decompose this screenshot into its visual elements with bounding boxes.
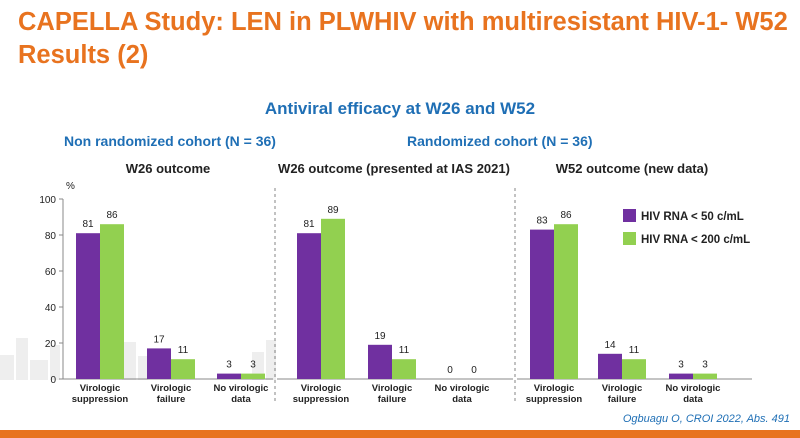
bar bbox=[171, 359, 195, 379]
category-label: suppression bbox=[293, 394, 350, 405]
category-label: suppression bbox=[72, 394, 129, 405]
data-label: 11 bbox=[399, 345, 410, 356]
bar bbox=[147, 348, 171, 379]
panel-title-w26: W26 outcome bbox=[125, 161, 211, 176]
panel-title-w26-ias: W26 outcome (presented at IAS 2021) bbox=[278, 161, 510, 176]
y-tick-label: 0 bbox=[50, 375, 56, 386]
category-label: Virologic bbox=[80, 383, 120, 394]
legend: HIV RNA < 50 c/mL HIV RNA < 200 c/mL bbox=[623, 209, 750, 246]
cohort-label-non-randomized: Non randomized cohort (N = 36) bbox=[64, 133, 276, 149]
y-tick-label: 60 bbox=[45, 267, 57, 278]
legend-label-series-1: HIV RNA < 50 c/mL bbox=[641, 211, 744, 223]
bar bbox=[297, 233, 321, 379]
bar bbox=[622, 359, 646, 379]
bar bbox=[598, 353, 622, 379]
bar bbox=[392, 359, 416, 379]
data-label: 89 bbox=[327, 205, 339, 216]
category-label: failure bbox=[608, 394, 637, 405]
data-label: 0 bbox=[471, 365, 477, 376]
y-tick-label: 80 bbox=[45, 231, 57, 242]
reference-citation: Ogbuagu O, CROI 2022, Abs. 491 bbox=[622, 413, 790, 425]
bar bbox=[76, 233, 100, 379]
legend-swatch-series-2 bbox=[623, 232, 636, 245]
bar bbox=[693, 373, 717, 379]
category-label: Virologic bbox=[301, 383, 341, 394]
category-label: data bbox=[452, 394, 472, 405]
category-label: data bbox=[231, 394, 251, 405]
data-label: 19 bbox=[374, 331, 386, 342]
y-tick-label: 40 bbox=[45, 303, 57, 314]
slide-title: CAPELLA Study: LEN in PLWHIV with multir… bbox=[18, 8, 788, 69]
data-label: 86 bbox=[560, 210, 572, 221]
slide-subtitle: Antiviral efficacy at W26 and W52 bbox=[264, 99, 536, 118]
category-label: Virologic bbox=[372, 383, 412, 394]
category-label: data bbox=[683, 394, 703, 405]
bar bbox=[669, 373, 693, 379]
bar bbox=[241, 373, 265, 379]
bar bbox=[368, 344, 392, 379]
bar bbox=[217, 373, 241, 379]
data-label: 81 bbox=[82, 219, 94, 230]
city-skyline-watermark bbox=[0, 338, 276, 380]
bar bbox=[321, 218, 345, 379]
data-label: 14 bbox=[604, 340, 616, 351]
cohort-label-randomized: Randomized cohort (N = 36) bbox=[407, 133, 593, 149]
data-label: 3 bbox=[678, 360, 684, 371]
category-label: No virologic bbox=[214, 383, 269, 394]
bar bbox=[554, 224, 578, 379]
data-label: 3 bbox=[250, 360, 256, 371]
data-label: 0 bbox=[447, 365, 453, 376]
legend-swatch-series-1 bbox=[623, 209, 636, 222]
bottom-accent-bar bbox=[0, 430, 800, 438]
y-axis-unit: % bbox=[66, 181, 75, 192]
data-label: 11 bbox=[629, 345, 640, 356]
category-label: suppression bbox=[526, 394, 583, 405]
category-label: Virologic bbox=[151, 383, 191, 394]
data-label: 83 bbox=[536, 216, 548, 227]
bar bbox=[530, 229, 554, 379]
y-tick-label: 20 bbox=[45, 339, 57, 350]
data-label: 86 bbox=[106, 210, 118, 221]
bar bbox=[100, 224, 124, 379]
data-label: 11 bbox=[178, 345, 189, 356]
legend-label-series-2: HIV RNA < 200 c/mL bbox=[641, 234, 750, 246]
data-label: 3 bbox=[702, 360, 708, 371]
data-label: 3 bbox=[226, 360, 232, 371]
category-label: No virologic bbox=[666, 383, 721, 394]
category-label: failure bbox=[378, 394, 407, 405]
category-label: failure bbox=[157, 394, 186, 405]
data-label: 81 bbox=[303, 219, 315, 230]
y-tick-label: 100 bbox=[39, 195, 56, 206]
data-label: 17 bbox=[153, 334, 165, 345]
panel-title-w52: W52 outcome (new data) bbox=[555, 161, 709, 176]
category-label: No virologic bbox=[435, 383, 490, 394]
category-label: Virologic bbox=[602, 383, 642, 394]
category-label: Virologic bbox=[534, 383, 574, 394]
